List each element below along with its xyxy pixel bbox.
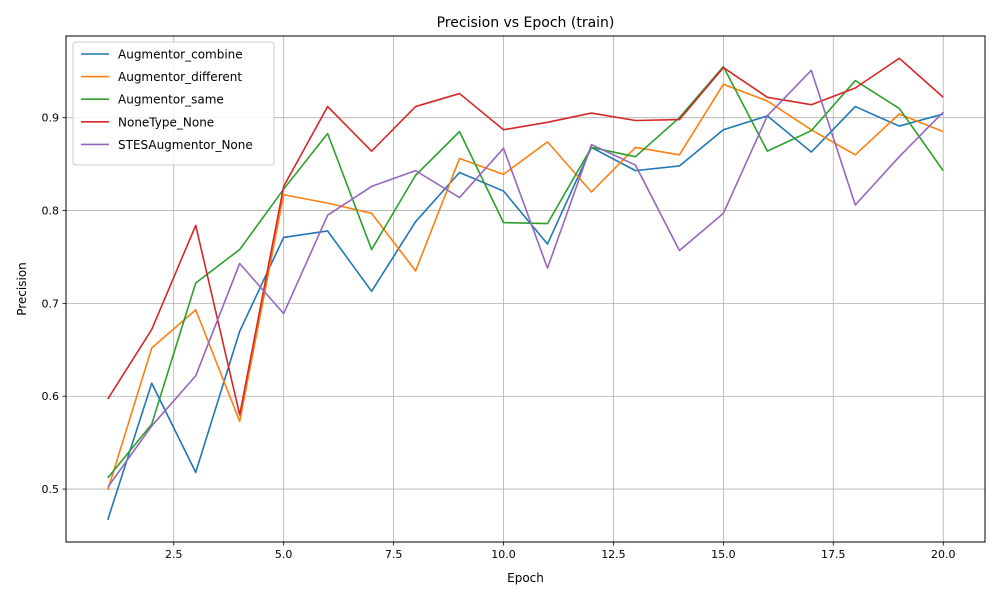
plot-frame — [65, 35, 986, 543]
grid-lines — [66, 36, 985, 542]
x-tick-label: 17.5 — [821, 548, 846, 561]
x-tick-label: 12.5 — [601, 548, 626, 561]
legend-box — [72, 41, 275, 166]
y-tick-label: 0.8 — [42, 205, 60, 218]
x-axis: 2.5 5.0 7.5 10.0 12.5 15.0 17.5 20.0 — [165, 542, 955, 561]
series-line-augmentor-different — [107, 83, 944, 491]
legend-label: STESAugmentor_None — [118, 138, 253, 152]
series-line-augmentor-combine — [107, 105, 944, 520]
legend-label: Augmentor_same — [118, 93, 224, 107]
y-axis-label: Precision — [15, 262, 29, 316]
series-layer — [107, 57, 944, 520]
series-line-augmentor-same — [107, 65, 944, 479]
legend-label: NoneType_None — [118, 115, 214, 129]
legend-label: Augmentor_different — [118, 70, 242, 84]
y-tick-label: 0.6 — [42, 390, 60, 403]
y-axis: 0.5 0.6 0.7 0.8 0.9 — [42, 112, 66, 496]
legend: Augmentor_combine Augmentor_different Augm… — [72, 41, 275, 166]
x-axis-label: Epoch — [507, 571, 544, 585]
x-tick-label: 15.0 — [711, 548, 736, 561]
x-tick-label: 5.0 — [275, 548, 293, 561]
series-line-nonetype-none — [107, 57, 944, 416]
legend-label: Augmentor_combine — [118, 48, 243, 62]
y-tick-label: 0.7 — [42, 297, 60, 310]
x-tick-label: 7.5 — [385, 548, 403, 561]
x-tick-label: 2.5 — [165, 548, 183, 561]
series-line-stesaugmentor-none — [107, 69, 944, 488]
x-tick-label: 20.0 — [931, 548, 956, 561]
y-tick-label: 0.9 — [42, 112, 60, 125]
y-tick-label: 0.5 — [42, 483, 60, 496]
chart-title: Precision vs Epoch (train) — [437, 15, 615, 31]
x-tick-label: 10.0 — [491, 548, 516, 561]
